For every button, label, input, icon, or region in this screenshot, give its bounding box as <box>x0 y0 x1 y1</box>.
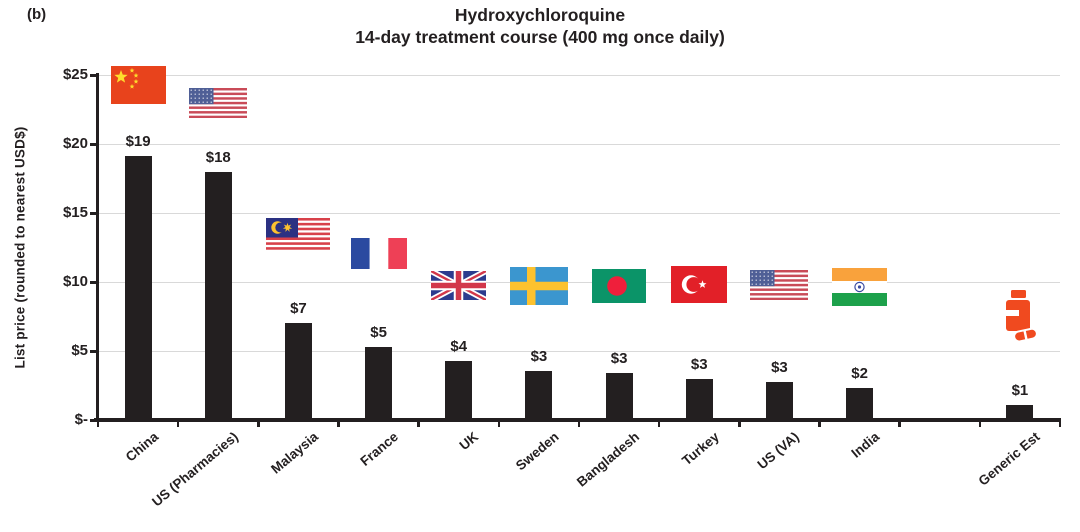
bar-malaysia <box>284 323 312 420</box>
x-axis-tick <box>96 422 100 427</box>
chart-subtitle: 14-day treatment course (400 mg once dai… <box>355 27 725 47</box>
x-tick-label-france: France <box>357 429 402 469</box>
x-axis-tick <box>738 422 741 427</box>
y-axis-tick-label: $20 <box>62 135 88 152</box>
bar-france <box>365 346 393 420</box>
flag-france-icon <box>350 237 407 269</box>
bar-us-pharmacies <box>204 171 232 420</box>
chart-title: Hydroxychloroquine <box>454 5 626 25</box>
value-label-france: $5 <box>370 323 387 341</box>
flag-usa-icon <box>189 87 248 118</box>
figure-panel-label: (b) <box>27 6 47 23</box>
x-axis-tick <box>337 422 340 427</box>
x-tick-label-us-pharmacies: US (Pharmacies) <box>149 429 241 510</box>
x-tick-label-us-va: US (VA) <box>754 429 803 473</box>
bar-turkey <box>685 378 713 420</box>
x-axis-tick <box>657 422 661 427</box>
flag-china-icon <box>110 65 166 104</box>
gridline <box>98 350 1060 352</box>
value-label-malaysia: $7 <box>290 300 307 318</box>
x-tick-label-turkey: Turkey <box>679 429 722 469</box>
y-axis-tick-label: $- <box>74 411 88 428</box>
bar-generic-est <box>1006 404 1034 420</box>
bar-bangladesh <box>605 373 633 420</box>
x-tick-label-bangladesh: Bangladesh <box>573 429 642 490</box>
flag-usa-icon <box>750 270 809 301</box>
value-label-sweden: $3 <box>530 348 548 365</box>
x-axis-line <box>94 418 1061 422</box>
value-label-china: $19 <box>125 133 151 151</box>
x-axis-tick <box>257 422 260 427</box>
y-axis-tick <box>90 142 96 146</box>
bar-sweden <box>525 371 553 420</box>
x-tick-label-uk: UK <box>456 429 482 454</box>
x-axis-tick <box>577 422 581 427</box>
value-label-uk: $4 <box>450 337 468 355</box>
y-axis-line <box>95 73 99 422</box>
flag-malaysia-icon <box>266 218 331 253</box>
bar-india <box>846 388 874 420</box>
value-label-india: $2 <box>851 365 868 383</box>
chart-title-block: Hydroxychloroquine 14-day treatment cour… <box>0 4 1080 48</box>
gridline <box>98 143 1060 145</box>
x-tick-label-china: China <box>122 429 161 465</box>
value-label-us-va: $3 <box>771 359 788 377</box>
bar-us-va <box>765 382 793 420</box>
flag-india-icon <box>832 267 888 306</box>
value-label-generic-est: $1 <box>1011 381 1029 399</box>
gridline <box>98 74 1060 76</box>
x-axis-tick <box>497 422 501 427</box>
x-axis-tick <box>176 422 180 427</box>
y-axis-tick-label: $10 <box>62 273 88 290</box>
x-tick-label-sweden: Sweden <box>512 429 562 474</box>
bar-uk <box>445 360 473 420</box>
value-label-us-pharmacies: $18 <box>205 148 231 166</box>
y-axis-tick <box>90 349 96 353</box>
x-axis-tick <box>978 422 982 427</box>
x-tick-label-malaysia: Malaysia <box>268 429 322 477</box>
y-axis-tick <box>90 211 96 215</box>
flag-sweden-icon <box>509 267 568 306</box>
flag-bangladesh-icon <box>592 269 647 304</box>
x-tick-label-india: India <box>848 429 883 461</box>
value-label-bangladesh: $3 <box>610 350 628 368</box>
gridline <box>98 281 1060 283</box>
y-axis-tick-label: $15 <box>62 204 88 221</box>
flag-turkey-icon <box>671 266 728 304</box>
y-axis-tick <box>90 73 96 77</box>
gridline <box>98 212 1060 214</box>
x-axis-tick <box>1058 422 1062 427</box>
pill-bottle-icon <box>1003 289 1038 343</box>
value-label-turkey: $3 <box>690 355 708 373</box>
bar-china <box>124 156 152 420</box>
y-axis-tick-label: $5 <box>71 342 88 359</box>
y-axis-tick <box>90 418 96 422</box>
x-tick-label-generic-est: Generic Est <box>975 429 1043 489</box>
y-axis-tick <box>90 280 96 284</box>
x-axis-tick <box>898 422 901 427</box>
flag-uk-icon <box>429 268 488 303</box>
x-axis-tick <box>818 422 821 427</box>
x-axis-tick <box>417 422 420 427</box>
y-axis-tick-label: $25 <box>62 66 88 83</box>
